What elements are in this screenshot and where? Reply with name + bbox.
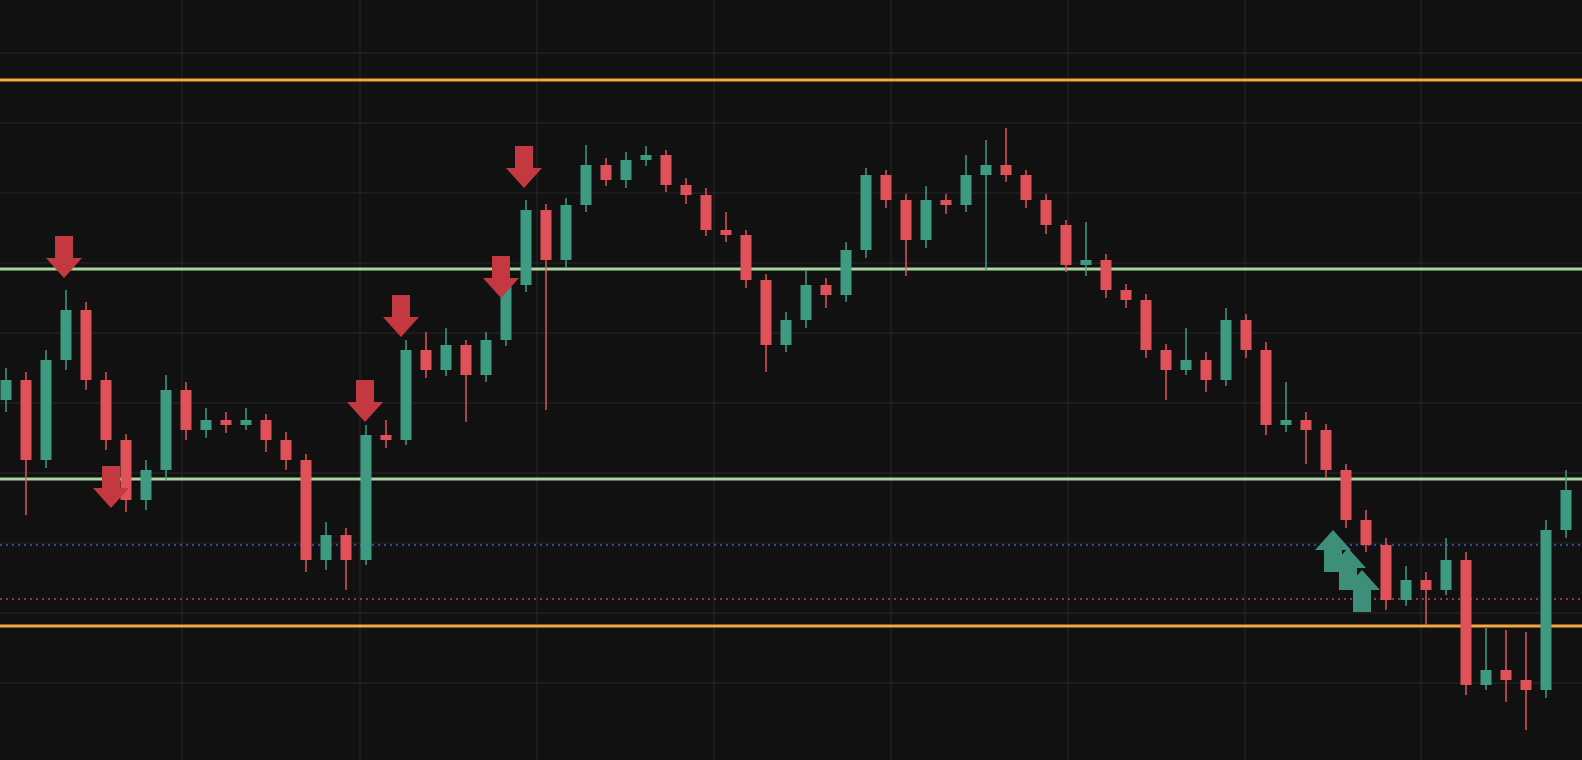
candle-body <box>600 165 612 180</box>
candle-body <box>1360 520 1372 545</box>
candle-body <box>1040 200 1052 225</box>
candle-body <box>900 200 912 240</box>
candle-body <box>880 175 892 200</box>
candle-body <box>200 420 212 430</box>
candle-body <box>360 435 372 560</box>
candle-body <box>1000 165 1012 175</box>
candle-body <box>1320 430 1332 470</box>
sell-signal <box>483 256 519 298</box>
candle-body <box>1140 300 1152 350</box>
candle-body <box>580 165 592 205</box>
candle-body <box>180 390 192 430</box>
candle-body <box>1420 580 1432 590</box>
candle-body <box>300 460 312 560</box>
candle-body <box>1120 290 1132 300</box>
candle-body <box>540 210 552 260</box>
candle-body <box>20 380 32 460</box>
sell-signal <box>46 236 82 278</box>
candle-body <box>1540 530 1552 690</box>
candle-body <box>720 230 732 235</box>
candle-body <box>640 155 652 160</box>
sell-signal <box>347 380 383 422</box>
candle-body <box>280 440 292 460</box>
candle-body <box>140 470 152 500</box>
candle-body <box>1560 490 1572 530</box>
candle-body <box>820 285 832 295</box>
candle-body <box>1080 260 1092 265</box>
candle-body <box>1160 350 1172 370</box>
candle-body <box>740 235 752 280</box>
candle-body <box>860 175 872 250</box>
candle-body <box>660 155 672 185</box>
candle-body <box>1180 360 1192 370</box>
candle-body <box>1100 260 1112 290</box>
candle-body <box>100 380 112 440</box>
candle-body <box>1500 670 1512 680</box>
candle-body <box>1340 470 1352 520</box>
candle-body <box>340 535 352 560</box>
candle-body <box>420 350 432 370</box>
candle-body <box>1380 545 1392 600</box>
candle-body <box>1400 580 1412 600</box>
candle-body <box>620 160 632 180</box>
candle-body <box>1220 320 1232 380</box>
candle-body <box>800 285 812 320</box>
sell-signal <box>383 295 419 337</box>
candle-body <box>1460 560 1472 685</box>
candle-body <box>1200 360 1212 380</box>
candle-body <box>60 310 72 360</box>
candle-body <box>760 280 772 345</box>
candle-body <box>700 195 712 230</box>
candle-body <box>240 420 252 425</box>
candle-body <box>1300 420 1312 430</box>
candle-body <box>0 380 12 400</box>
candle-body <box>960 175 972 205</box>
candle-body <box>780 320 792 345</box>
candle-body <box>520 210 532 285</box>
candle-body <box>1280 420 1292 425</box>
candle-body <box>220 420 232 425</box>
candle-body <box>80 310 92 380</box>
candle-body <box>380 435 392 440</box>
candle-body <box>560 205 572 260</box>
candle-body <box>480 340 492 375</box>
candle-body <box>40 360 52 460</box>
candle-body <box>1480 670 1492 685</box>
candle-body <box>120 440 132 500</box>
sell-signal <box>93 466 129 508</box>
candle-body <box>1020 175 1032 200</box>
candle-body <box>1240 320 1252 350</box>
candle-body <box>1260 350 1272 425</box>
candle-body <box>260 420 272 440</box>
candle-body <box>920 200 932 240</box>
candle-body <box>1060 225 1072 265</box>
candle-body <box>840 250 852 295</box>
candle-body <box>1440 560 1452 590</box>
candle-body <box>320 535 332 560</box>
candle-body <box>400 350 412 440</box>
candle-body <box>160 390 172 470</box>
candle-body <box>500 285 512 340</box>
buy-signal <box>1344 570 1380 612</box>
sell-signal <box>506 146 542 188</box>
candle-body <box>680 185 692 195</box>
candle-body <box>980 165 992 175</box>
candle-body <box>1520 680 1532 690</box>
candle-body <box>940 200 952 205</box>
candle-body <box>440 345 452 370</box>
candle-body <box>460 345 472 375</box>
